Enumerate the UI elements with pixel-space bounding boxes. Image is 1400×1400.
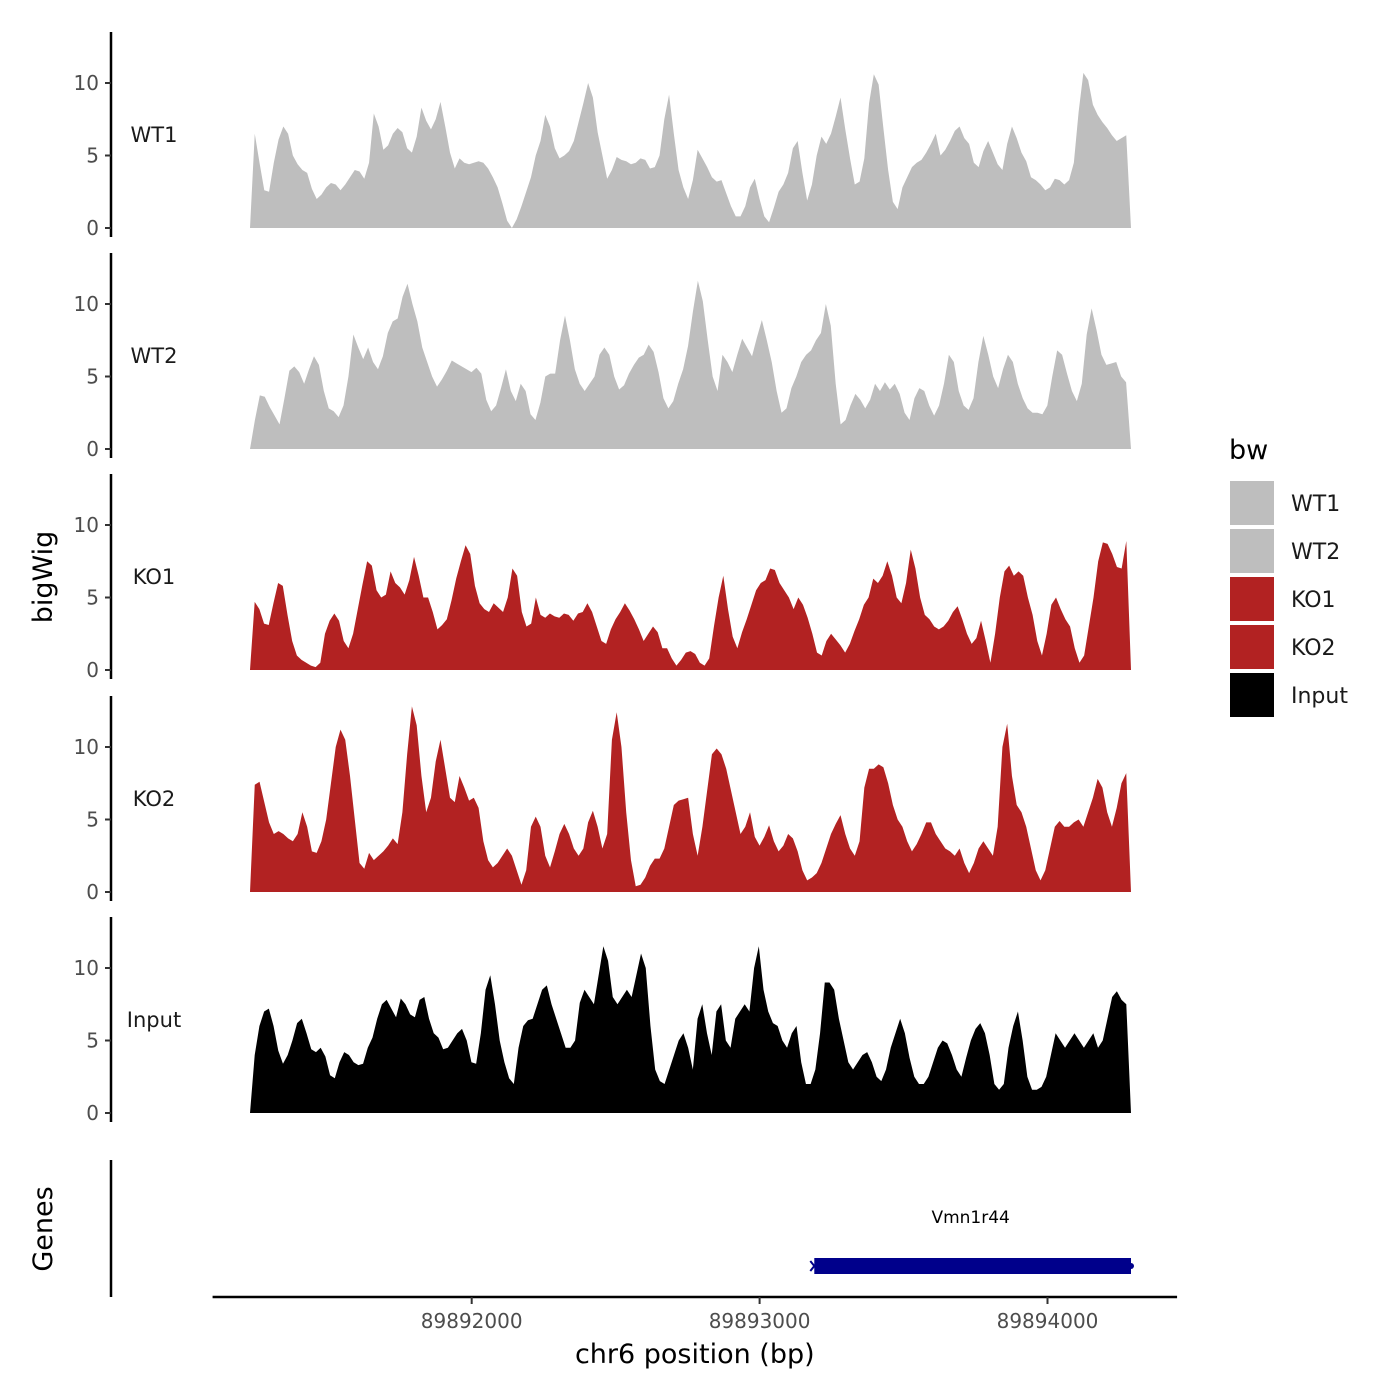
y-tick-label: 10 (74, 735, 99, 759)
y-tick-label: 5 (86, 144, 99, 168)
legend-label-input: Input (1291, 684, 1348, 709)
y-tick-label: 5 (86, 1029, 99, 1053)
track-wt2: 0 5 10 WT2 (74, 253, 1131, 461)
gene-strand-marker (809, 1260, 820, 1272)
legend-key-ko2 (1230, 625, 1274, 669)
legend-label-wt1: WT1 (1291, 492, 1340, 517)
genes-title: Genes (28, 1186, 59, 1271)
x-tick-label: 89892000 (421, 1309, 523, 1333)
y-tick-label: 5 (86, 586, 99, 610)
legend: bw WT1 WT2 KO1 KO2 Input (1229, 435, 1348, 717)
track-label-wt2: WT2 (131, 344, 178, 368)
y-tick-label: 5 (86, 808, 99, 832)
y-tick-label: 10 (74, 292, 99, 316)
y-tick-label: 0 (86, 216, 99, 240)
genes-panel: Genes Vmn1r44 (28, 1160, 1134, 1297)
y-tick-label: 10 (74, 71, 99, 95)
x-tick-label: 89894000 (997, 1309, 1099, 1333)
track-ko2: 0 5 10 KO2 (74, 696, 1131, 904)
y-tick-label: 10 (74, 513, 99, 537)
y-tick-label: 0 (86, 1101, 99, 1125)
legend-label-wt2: WT2 (1291, 540, 1340, 565)
legend-key-ko1 (1230, 577, 1274, 621)
area-wt1 (250, 72, 1131, 228)
area-input (250, 946, 1131, 1113)
y-tick-label: 0 (86, 658, 99, 682)
y-tick-label: 5 (86, 365, 99, 389)
track-label-ko1: KO1 (133, 565, 176, 589)
area-ko1 (250, 540, 1131, 670)
legend-key-wt2 (1230, 529, 1274, 573)
x-axis-title: chr6 position (bp) (575, 1339, 815, 1370)
area-ko2 (250, 706, 1131, 892)
x-tick-label: 89893000 (709, 1309, 811, 1333)
track-wt1: 0 5 10 WT1 (74, 32, 1131, 240)
y-tick-label: 0 (86, 880, 99, 904)
legend-key-input (1230, 673, 1274, 717)
gene-end-marker (1128, 1263, 1134, 1269)
track-label-input: Input (127, 1008, 181, 1032)
track-input: 0 5 10 Input (74, 917, 1131, 1125)
x-axis: 89892000 89893000 89894000 chr6 position (b… (212, 1295, 1178, 1370)
gene-label: Vmn1r44 (931, 1208, 1009, 1228)
gene-body (814, 1258, 1131, 1274)
y-tick-label: 0 (86, 437, 99, 461)
track-label-wt1: WT1 (131, 123, 178, 147)
y-tick-label: 10 (74, 956, 99, 980)
y-axis-title: bigWig (28, 531, 59, 624)
legend-label-ko2: KO2 (1291, 636, 1336, 661)
legend-label-ko1: KO1 (1291, 588, 1336, 613)
legend-key-wt1 (1230, 481, 1274, 525)
track-label-ko2: KO2 (133, 787, 176, 811)
legend-title: bw (1229, 435, 1268, 466)
area-wt2 (250, 280, 1131, 449)
track-ko1: 0 5 10 KO1 (74, 474, 1131, 682)
